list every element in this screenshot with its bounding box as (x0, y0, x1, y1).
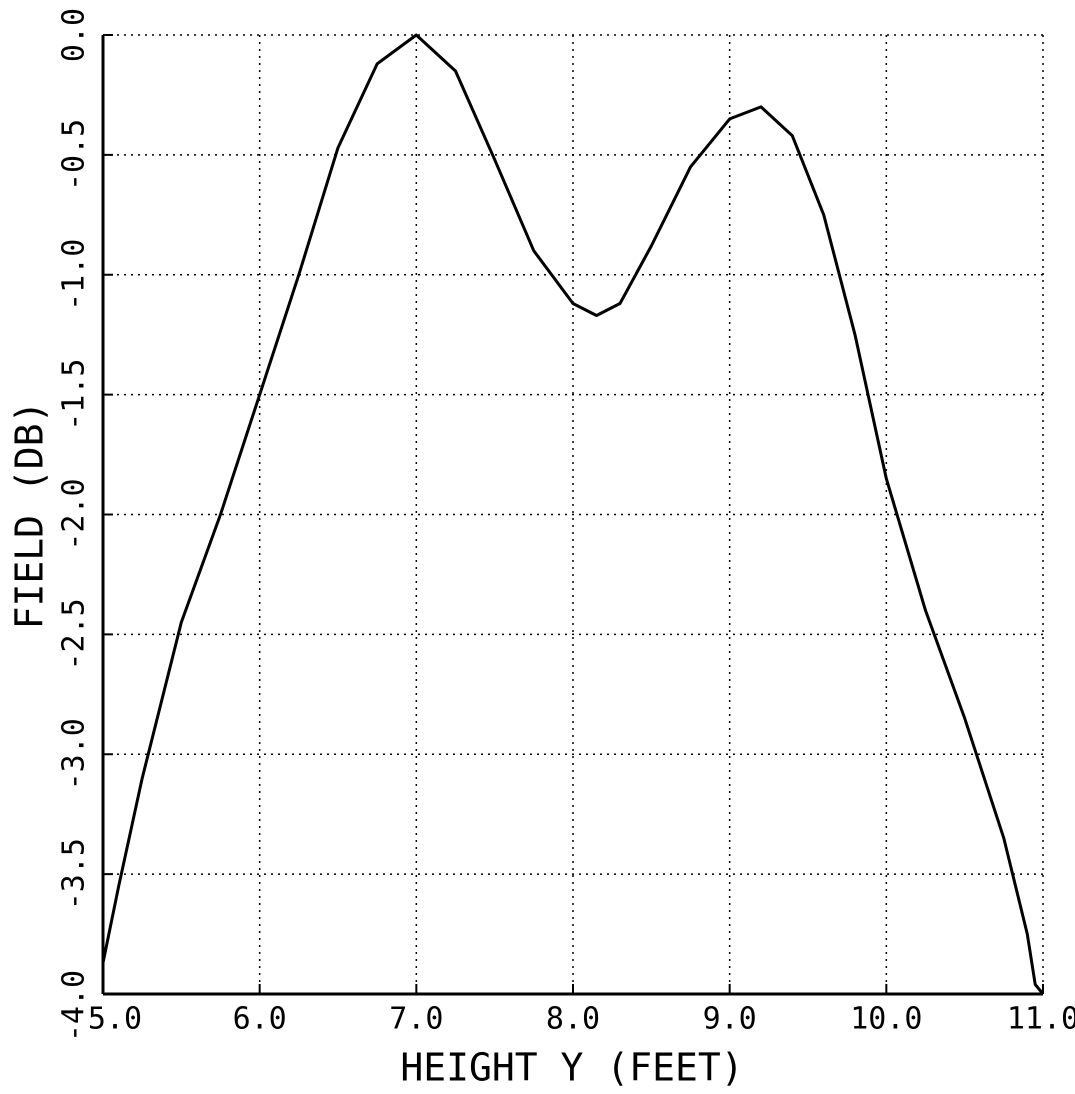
x-tick-label: 7.0 (389, 1002, 443, 1037)
x-tick-label: 11.0 (1007, 1002, 1075, 1037)
x-tick-label: 10.0 (850, 1002, 922, 1037)
x-axis-label: HEIGHT Y (FEET) (400, 1046, 743, 1090)
y-axis-label: FIELD (DB) (8, 401, 52, 630)
y-tick-label: -1.5 (57, 359, 92, 431)
y-tick-label: -1.0 (57, 239, 92, 311)
y-tick-label: 0.0 (57, 8, 92, 62)
y-tick-label: -4.0 (57, 970, 92, 1042)
x-tick-label: 9.0 (703, 1002, 757, 1037)
y-tick-label: -2.5 (57, 598, 92, 670)
x-tick-label: 8.0 (546, 1002, 600, 1037)
y-tick-label: -0.5 (57, 119, 92, 191)
y-tick-label: -2.0 (57, 478, 92, 550)
y-tick-label: -3.0 (57, 718, 92, 790)
y-tick-label: -3.5 (57, 838, 92, 910)
line (101, 33, 1045, 995)
x-tick-label: 5.0 (88, 1002, 142, 1037)
x-tick-label: 6.0 (233, 1002, 287, 1037)
